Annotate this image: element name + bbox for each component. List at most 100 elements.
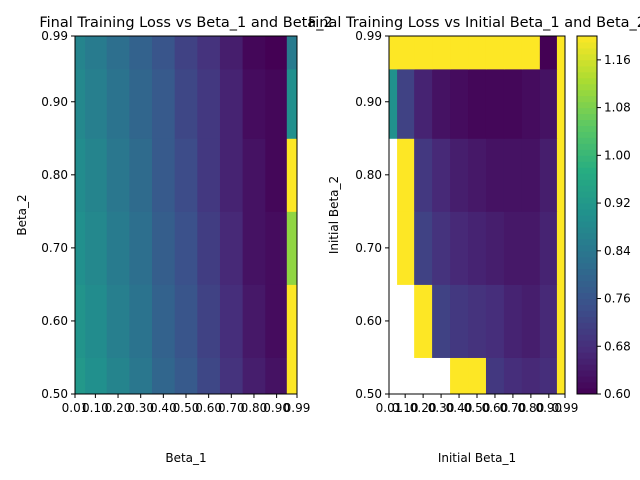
colorbar-segment bbox=[577, 107, 597, 115]
heatmap-cell bbox=[450, 211, 469, 285]
x-tick-label: 0.01 bbox=[376, 401, 403, 415]
heatmap-cell bbox=[556, 36, 566, 70]
colorbar-tick-label: 1.16 bbox=[604, 53, 631, 67]
heatmap-cell bbox=[265, 357, 288, 395]
heatmap-cell bbox=[389, 36, 398, 70]
colorbar-segment bbox=[577, 358, 597, 365]
colorbar-segment bbox=[577, 143, 597, 150]
colorbar-segment bbox=[577, 83, 597, 91]
heatmap-cell bbox=[286, 284, 298, 358]
heatmap-cell bbox=[450, 357, 469, 395]
heatmap-cell bbox=[219, 211, 244, 285]
heatmap-cell bbox=[485, 138, 505, 212]
heatmap-cell bbox=[397, 36, 415, 70]
x-tick-label: 0.01 bbox=[62, 401, 89, 415]
heatmap-cell bbox=[129, 68, 153, 139]
heatmap-cell bbox=[414, 284, 433, 358]
heatmap-cell bbox=[432, 36, 451, 70]
heatmap-cell bbox=[539, 357, 558, 395]
colorbar-segment bbox=[577, 382, 597, 389]
colorbar-tick-label: 1.08 bbox=[604, 101, 631, 115]
heatmap-cell bbox=[414, 36, 433, 70]
heatmap-cell bbox=[106, 284, 130, 358]
x-tick-label: 0.30 bbox=[127, 401, 154, 415]
heatmap-cell bbox=[539, 211, 558, 285]
heatmap-cell bbox=[75, 284, 86, 358]
heatmap-cell bbox=[503, 36, 523, 70]
colorbar-segment bbox=[577, 101, 597, 109]
heatmap-cell bbox=[219, 36, 244, 70]
heatmap-cell bbox=[432, 138, 451, 212]
heatmap-cell bbox=[503, 138, 523, 212]
heatmap-cell bbox=[106, 36, 130, 70]
heatmap-cell bbox=[265, 36, 288, 70]
heatmap-cell bbox=[197, 138, 221, 212]
left-y-ticks: 0.50 0.60 0.70 0.80 0.90 0.99 bbox=[41, 29, 75, 401]
x-tick-label: 0.10 bbox=[82, 401, 109, 415]
heatmap-cell bbox=[521, 211, 541, 285]
colorbar-segment bbox=[577, 364, 597, 371]
heatmap-cell bbox=[174, 357, 198, 395]
x-tick-label: 0.50 bbox=[464, 401, 491, 415]
left-y-axis-label: Beta_2 bbox=[15, 194, 29, 235]
right-y-axis-label: Initial Beta_2 bbox=[327, 176, 341, 254]
colorbar-segment bbox=[577, 250, 597, 258]
y-tick-label: 0.70 bbox=[355, 241, 382, 255]
heatmap-cell bbox=[129, 211, 153, 285]
heatmap-cell bbox=[152, 68, 176, 139]
heatmap-cell bbox=[242, 138, 266, 212]
heatmap-cell bbox=[129, 284, 153, 358]
y-tick-label: 0.90 bbox=[355, 95, 382, 109]
heatmap-cell bbox=[556, 357, 566, 395]
heatmap-cell bbox=[106, 138, 130, 212]
x-tick-label: 0.40 bbox=[150, 401, 177, 415]
x-tick-label: 0.10 bbox=[392, 401, 419, 415]
heatmap-cell bbox=[286, 68, 298, 139]
y-tick-label: 0.70 bbox=[41, 241, 68, 255]
heatmap-cell bbox=[485, 357, 505, 395]
heatmap-cell bbox=[503, 284, 523, 358]
y-tick-label: 0.60 bbox=[41, 314, 68, 328]
heatmap-cell bbox=[85, 68, 108, 139]
right-y-ticks: 0.50 0.60 0.70 0.80 0.90 0.99 bbox=[355, 29, 389, 401]
heatmap-cell bbox=[485, 211, 505, 285]
heatmap-cell bbox=[85, 284, 108, 358]
heatmap-cell bbox=[556, 68, 566, 139]
heatmap-cell bbox=[286, 138, 298, 212]
heatmap-cell bbox=[75, 36, 86, 70]
colorbar-tick-label: 0.60 bbox=[604, 387, 631, 401]
x-tick-label: 0.99 bbox=[284, 401, 311, 415]
x-tick-label: 0.80 bbox=[518, 401, 545, 415]
colorbar-segment bbox=[577, 274, 597, 282]
heatmap-cell bbox=[129, 357, 153, 395]
x-tick-label: 0.50 bbox=[173, 401, 200, 415]
x-tick-label: 0.70 bbox=[218, 401, 245, 415]
colorbar-segment bbox=[577, 310, 597, 317]
colorbar-segment bbox=[577, 352, 597, 359]
heatmap-cell bbox=[521, 138, 541, 212]
heatmap-cell bbox=[265, 211, 288, 285]
heatmap-cell bbox=[265, 138, 288, 212]
colorbar-segment bbox=[577, 47, 597, 55]
colorbar-segment bbox=[577, 268, 597, 276]
heatmap-cell bbox=[432, 284, 451, 358]
left-x-axis-label: Beta_1 bbox=[165, 451, 206, 465]
colorbar-segment bbox=[577, 215, 597, 222]
heatmap-cell bbox=[539, 138, 558, 212]
heatmap-cell bbox=[242, 211, 266, 285]
colorbar-segment bbox=[577, 232, 597, 240]
colorbar-segment bbox=[577, 89, 597, 97]
heatmap-cell bbox=[219, 138, 244, 212]
x-tick-label: 0.30 bbox=[428, 401, 455, 415]
heatmap-cell bbox=[197, 36, 221, 70]
heatmap-cell bbox=[85, 138, 108, 212]
heatmap-cell bbox=[242, 357, 266, 395]
heatmap-cell bbox=[485, 284, 505, 358]
heatmap-cell bbox=[242, 68, 266, 139]
heatmap-cell bbox=[468, 68, 487, 139]
colorbar-segment bbox=[577, 304, 597, 311]
heatmap-cell bbox=[129, 138, 153, 212]
heatmap-cell bbox=[174, 36, 198, 70]
y-tick-label: 0.99 bbox=[41, 29, 68, 43]
